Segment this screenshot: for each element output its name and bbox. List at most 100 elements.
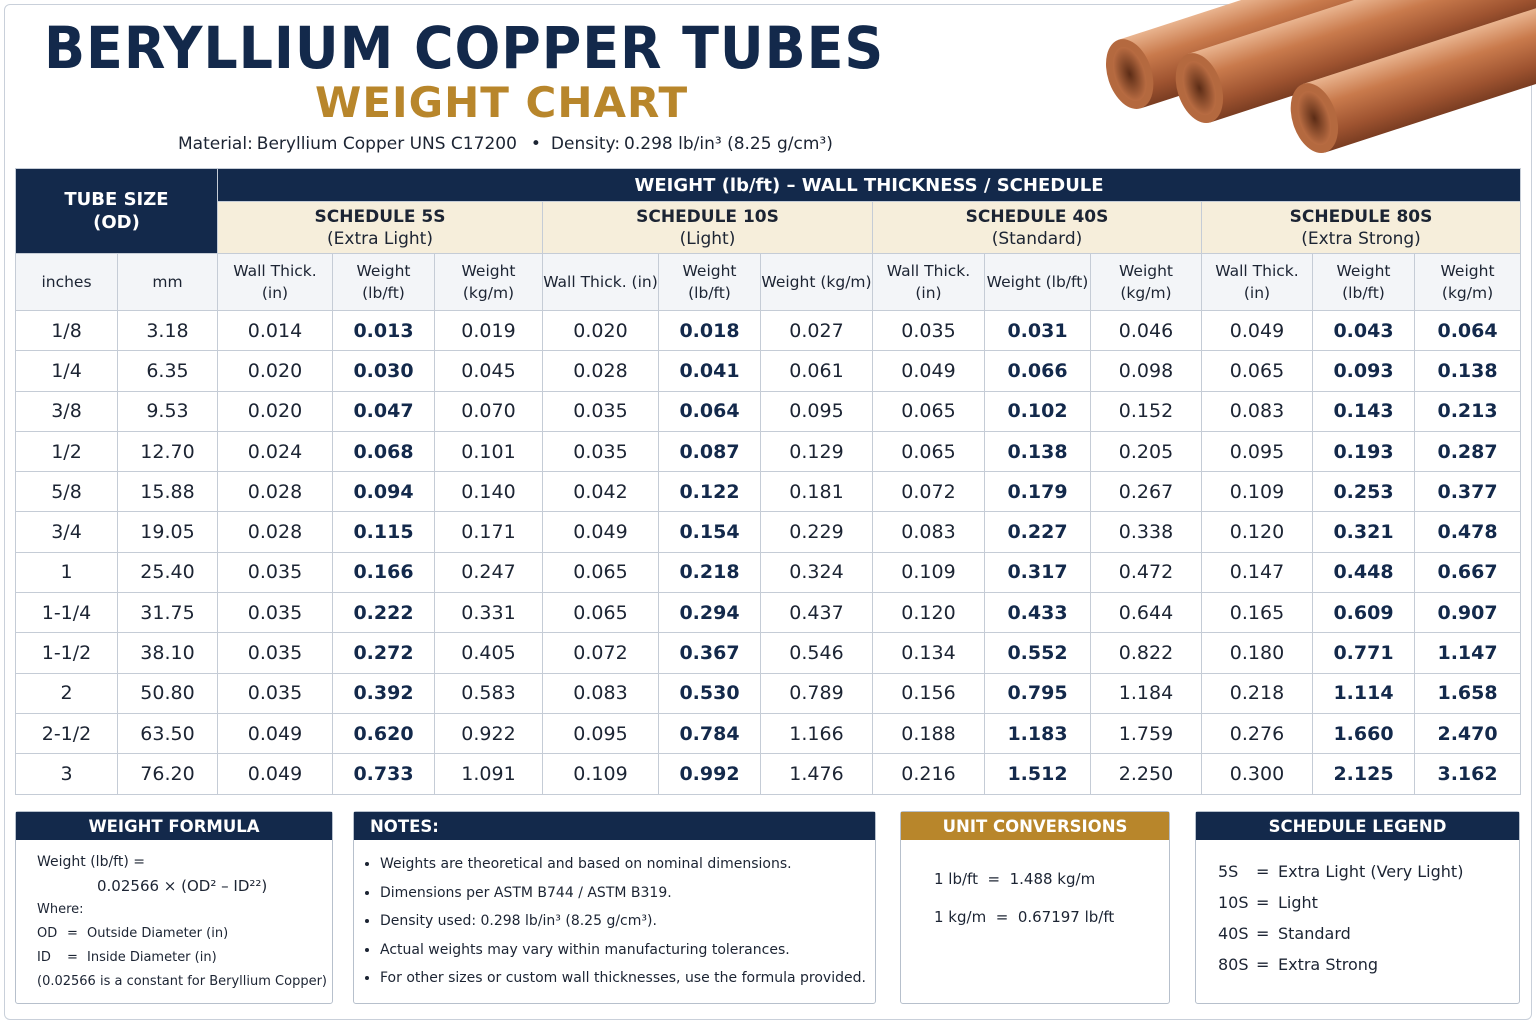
value-cell: 0.338	[1090, 511, 1202, 553]
value-cell: 0.992	[658, 753, 761, 795]
column-header: Weight (lb/ft)	[332, 253, 435, 311]
value-cell: 0.095	[760, 390, 873, 432]
column-header: Wall Thick. (in)	[872, 253, 985, 311]
value-cell: 0.102	[984, 390, 1091, 432]
value-cell: 0.028	[217, 511, 333, 553]
value-cell: 0.035	[872, 309, 985, 352]
value-cell: 0.324	[760, 551, 873, 594]
value-cell: 0.065	[872, 390, 985, 432]
schedule-header: SCHEDULE 5S (Extra Light)	[217, 201, 543, 254]
column-header: Weight (kg/m)	[1090, 253, 1202, 311]
schedule-name: SCHEDULE 80S	[1289, 206, 1433, 227]
panel-title: NOTES:	[354, 812, 875, 840]
material-value: Beryllium Copper UNS C17200	[256, 134, 517, 154]
title: BERYLLIUM COPPER TUBES	[44, 14, 885, 82]
value-cell: 2.470	[1413, 712, 1522, 755]
schedule-name: SCHEDULE 40S	[965, 206, 1109, 227]
value-cell: 0.064	[1413, 309, 1522, 352]
value-cell: 1.166	[760, 712, 873, 755]
value-cell: 0.179	[984, 471, 1091, 513]
legend-equals: =	[1256, 955, 1270, 974]
value-cell: 0.609	[1312, 592, 1415, 634]
schedule-description: (Extra Light)	[327, 228, 433, 249]
schedule-header: SCHEDULE 40S (Standard)	[872, 201, 1202, 254]
size-cell: 63.50	[117, 712, 218, 755]
value-cell: 1.183	[984, 712, 1091, 755]
size-cell: 1-1/4	[15, 592, 118, 634]
size-cell: 2	[15, 672, 118, 714]
material-line: Material: Beryllium Copper UNS C17200 • Den…	[178, 134, 837, 154]
value-cell: 0.317	[984, 551, 1091, 594]
value-cell: 0.035	[217, 592, 333, 634]
size-cell: 15.88	[117, 471, 218, 513]
size-cell: 1/4	[15, 350, 118, 392]
legend-equals: =	[1256, 893, 1270, 912]
value-cell: 0.109	[872, 551, 985, 594]
value-cell: 0.143	[1312, 390, 1415, 432]
table-row: 1-1/2 38.10 0.035 0.272 0.405 0.072 0.367 0.546…	[15, 632, 1522, 674]
value-cell: 0.120	[872, 592, 985, 634]
definition-symbol: OD	[37, 926, 58, 941]
value-cell: 0.188	[872, 712, 985, 755]
value-cell: 1.114	[1312, 672, 1415, 714]
value-cell: 0.035	[542, 430, 659, 473]
value-cell: 0.120	[1201, 511, 1313, 553]
value-cell: 0.035	[217, 672, 333, 714]
value-cell: 1.759	[1090, 712, 1202, 755]
value-cell: 2.125	[1312, 753, 1415, 795]
value-cell: 0.043	[1312, 309, 1415, 352]
legend-code: 80S	[1218, 955, 1249, 974]
legend-panel: SCHEDULE LEGEND 5S = Extra Light (Very Lig…	[1195, 811, 1520, 1004]
value-cell: 0.276	[1201, 712, 1313, 755]
legend-meaning: Extra Light (Very Light)	[1278, 862, 1464, 881]
value-cell: 0.156	[872, 672, 985, 714]
value-cell: 1.184	[1090, 672, 1202, 714]
column-header: Wall Thick. (in)	[217, 253, 333, 311]
value-cell: 0.218	[658, 551, 761, 594]
value-cell: 0.227	[984, 511, 1091, 553]
value-cell: 0.448	[1312, 551, 1415, 594]
size-cell: 76.20	[117, 753, 218, 795]
size-cell: 38.10	[117, 632, 218, 674]
value-cell: 0.094	[332, 471, 435, 513]
value-cell: 2.250	[1090, 753, 1202, 795]
value-cell: 0.154	[658, 511, 761, 553]
definition: ID = Inside Diameter (in)	[37, 946, 332, 970]
formula-footnote: (0.02566 is a constant for Beryllium Cop…	[37, 974, 328, 989]
schedule-header: SCHEDULE 10S (Light)	[542, 201, 873, 254]
legend-item: 5S = Extra Light (Very Light)	[1218, 856, 1519, 887]
size-cell: 25.40	[117, 551, 218, 594]
size-cell: 19.05	[117, 511, 218, 553]
value-cell: 0.405	[434, 632, 543, 674]
value-cell: 0.087	[658, 430, 761, 473]
value-cell: 0.247	[434, 551, 543, 594]
conversions-panel: UNIT CONVERSIONS 1 lb/ft = 1.488 kg/m 1 k…	[900, 811, 1170, 1004]
size-cell: 31.75	[117, 592, 218, 634]
size-cell: 3/4	[15, 511, 118, 553]
table-row: 2 50.80 0.035 0.392 0.583 0.083 0.530 0.789 0.15…	[15, 672, 1522, 714]
value-cell: 0.129	[760, 430, 873, 473]
value-cell: 0.109	[1201, 471, 1313, 513]
schedule-description: (Light)	[679, 228, 736, 249]
schedule-description: (Extra Strong)	[1301, 228, 1421, 249]
column-header: Wall Thick. (in)	[1201, 253, 1313, 311]
value-cell: 0.101	[434, 430, 543, 473]
note-item: Dimensions per ASTM B744 / ASTM B319.	[380, 879, 875, 908]
value-cell: 0.035	[542, 390, 659, 432]
size-cell: 9.53	[117, 390, 218, 432]
schedule-name: SCHEDULE 5S	[314, 206, 446, 227]
legend-equals: =	[1256, 924, 1270, 943]
column-header: Weight (kg/m)	[1413, 253, 1522, 311]
table-row: 1 25.40 0.035 0.166 0.247 0.065 0.218 0.324 0.10…	[15, 551, 1522, 594]
formula-line: Weight (lb/ft) =	[37, 854, 145, 870]
note-item: For other sizes or custom wall thickness…	[380, 964, 875, 993]
panel-title: WEIGHT FORMULA	[16, 812, 332, 840]
value-cell: 0.095	[1201, 430, 1313, 473]
column-header: Weight (kg/m)	[434, 253, 543, 311]
value-cell: 0.019	[434, 309, 543, 352]
value-cell: 0.300	[1201, 753, 1313, 795]
size-cell: 1	[15, 551, 118, 594]
value-cell: 0.049	[217, 712, 333, 755]
value-cell: 0.061	[760, 350, 873, 392]
value-cell: 0.140	[434, 471, 543, 513]
